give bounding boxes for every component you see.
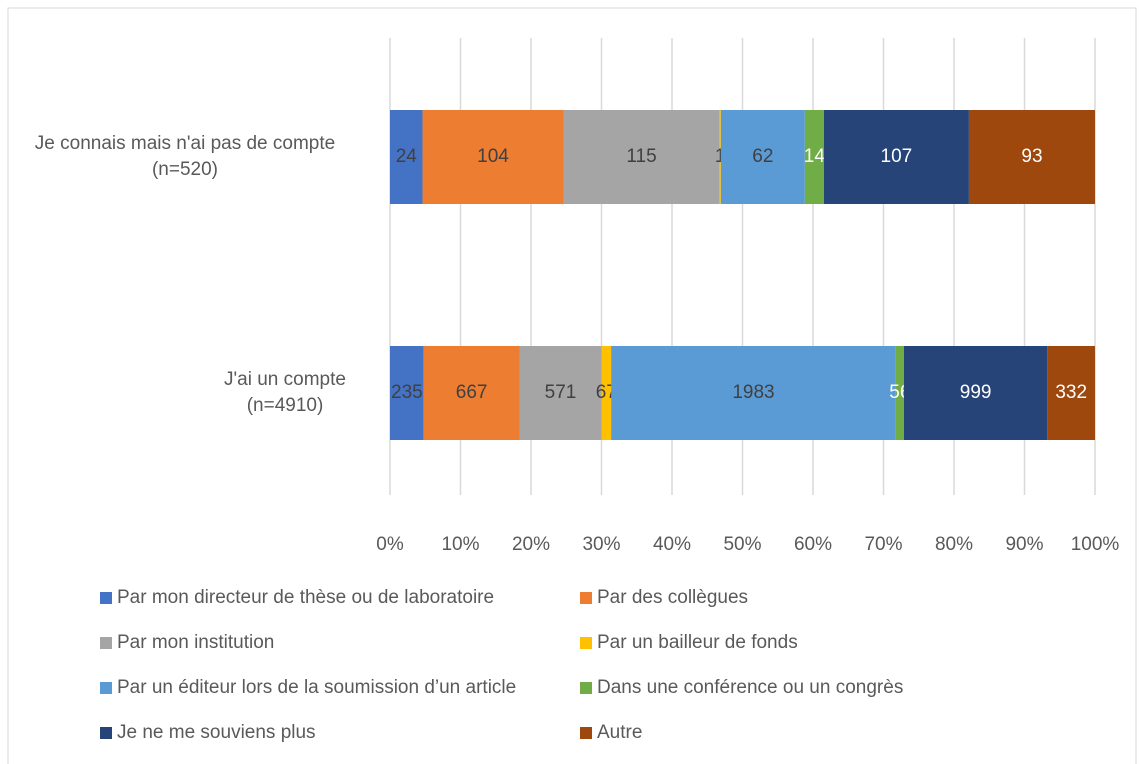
legend-label: Par mon institution <box>117 632 274 653</box>
bar-segment <box>519 346 602 440</box>
data-label: 14 <box>804 146 826 167</box>
legend-swatch <box>580 637 592 649</box>
data-label: 1 <box>715 146 726 167</box>
x-tick-label: 10% <box>441 534 479 555</box>
data-label: 104 <box>477 146 509 167</box>
legend-label: Par un bailleur de fonds <box>597 632 798 653</box>
x-tick-label: 20% <box>512 534 550 555</box>
data-label: 93 <box>1021 146 1042 167</box>
bar-segment <box>903 346 1048 440</box>
legend-swatch <box>580 682 592 694</box>
x-tick-label: 0% <box>376 534 404 555</box>
x-tick-label: 50% <box>723 534 761 555</box>
legend-swatch <box>100 682 112 694</box>
bar-segment <box>720 110 805 204</box>
data-label: 1983 <box>732 382 774 403</box>
legend-label: Autre <box>597 722 642 743</box>
legend-label: Par mon directeur de thèse ou de laborat… <box>117 587 494 608</box>
bar-segment <box>563 110 720 204</box>
legend-label: Par un éditeur lors de la soumission d’u… <box>117 677 516 698</box>
legend-label: Par des collègues <box>597 587 748 608</box>
legend-swatch <box>100 592 112 604</box>
bar-segment <box>390 346 424 440</box>
bar-segment <box>423 346 520 440</box>
legend-swatch <box>100 727 112 739</box>
legend-label: Dans une conférence ou un congrès <box>597 677 903 698</box>
bar-segment <box>823 110 969 204</box>
y-tick-label: J'ai un compte (n=4910) <box>224 369 346 416</box>
bar-segment <box>968 110 1095 204</box>
data-label: 107 <box>881 146 913 167</box>
data-label: 62 <box>752 146 773 167</box>
data-label: 999 <box>960 382 992 403</box>
bar-segment <box>804 110 824 204</box>
x-tick-label: 80% <box>935 534 973 555</box>
bar-segment <box>895 346 904 440</box>
legend-swatch <box>580 592 592 604</box>
bar-segment <box>601 346 612 440</box>
data-label: 332 <box>1055 382 1087 403</box>
legend-label: Je ne me souviens plus <box>117 722 316 743</box>
data-label: 571 <box>545 382 577 403</box>
x-tick-label: 40% <box>653 534 691 555</box>
data-label: 115 <box>626 146 656 167</box>
chart-border <box>7 7 1137 764</box>
y-tick-label: Je connais mais n'ai pas de compte (n=520… <box>35 133 335 180</box>
x-tick-label: 70% <box>864 534 902 555</box>
bar-segment <box>719 110 721 204</box>
data-label: 24 <box>396 146 418 167</box>
x-tick-label: 100% <box>1071 534 1120 555</box>
legend-swatch <box>580 727 592 739</box>
bar-segment <box>611 346 896 440</box>
x-tick-label: 30% <box>582 534 620 555</box>
bar-segment <box>422 110 564 204</box>
data-label: 235 <box>391 382 423 403</box>
x-tick-label: 60% <box>794 534 832 555</box>
bar-segment <box>1047 346 1095 440</box>
x-tick-label: 90% <box>1005 534 1043 555</box>
legend-swatch <box>100 637 112 649</box>
data-label: 667 <box>456 382 488 403</box>
bar-segment <box>390 110 423 204</box>
